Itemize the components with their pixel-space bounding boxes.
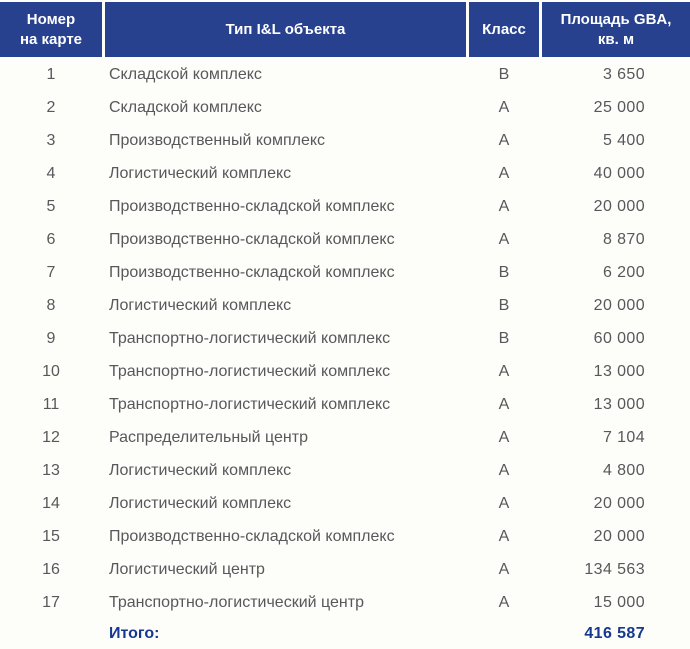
- cell-map-number: 6: [46, 230, 56, 248]
- table-row: 11 Транспортно-логистический комплекс A …: [0, 388, 690, 421]
- cell-gba-area: 20 000: [593, 296, 645, 314]
- cell-map-number: 7: [46, 263, 56, 281]
- cell-class: A: [498, 527, 510, 545]
- cell-gba-area: 5 400: [602, 131, 645, 149]
- cell-map-number: 14: [42, 494, 60, 512]
- total-value: 416 587: [584, 625, 645, 642]
- cell-gba-area: 20 000: [593, 494, 645, 512]
- cell-gba-area: 15 000: [593, 593, 645, 611]
- total-row: Итого: 416 587: [0, 619, 690, 649]
- table-row: 12 Распределительный центр A 7 104: [0, 421, 690, 454]
- cell-map-number: 12: [42, 428, 60, 446]
- cell-object-type: Складской комплекс: [109, 65, 262, 83]
- cell-gba-area: 40 000: [593, 164, 645, 182]
- table-row: 8 Логистический комплекс B 20 000: [0, 289, 690, 322]
- cell-gba-area: 25 000: [593, 98, 645, 116]
- col-header-gba-area: Площадь GBA, кв. м: [542, 2, 690, 57]
- table-body: 1 Складской комплекс B 3 650 2 Складской…: [0, 58, 690, 619]
- table-row: 17 Транспортно-логистический центр A 15 …: [0, 586, 690, 619]
- cell-map-number: 1: [46, 65, 56, 83]
- table-row: 14 Логистический комплекс A 20 000: [0, 487, 690, 520]
- table-row: 10 Транспортно-логистический комплекс A …: [0, 355, 690, 388]
- cell-object-type: Транспортно-логистический центр: [109, 593, 364, 611]
- cell-gba-area: 6 200: [602, 263, 645, 281]
- col-header-class: Класс: [469, 2, 539, 57]
- cell-class: A: [498, 362, 510, 380]
- cell-class: B: [498, 296, 510, 314]
- cell-object-type: Транспортно-логистический комплекс: [109, 395, 391, 413]
- cell-gba-area: 134 563: [584, 560, 645, 578]
- cell-gba-area: 20 000: [593, 527, 645, 545]
- cell-gba-area: 13 000: [593, 362, 645, 380]
- cell-class: A: [498, 230, 510, 248]
- table-row: 6 Производственно-складской комплекс A 8…: [0, 223, 690, 256]
- cell-class: A: [498, 560, 510, 578]
- cell-map-number: 5: [46, 197, 56, 215]
- table-row: 2 Складской комплекс A 25 000: [0, 91, 690, 124]
- table-header-row: Номер на карте Тип I&L объекта Класс Пло…: [0, 2, 690, 57]
- cell-class: A: [498, 494, 510, 512]
- cell-object-type: Транспортно-логистический комплекс: [109, 362, 391, 380]
- cell-object-type: Производственный комплекс: [109, 131, 326, 149]
- col-header-map-number: Номер на карте: [0, 2, 102, 57]
- cell-map-number: 4: [46, 164, 56, 182]
- cell-class: A: [498, 428, 510, 446]
- cell-object-type: Производственно-складской комплекс: [109, 527, 395, 545]
- cell-class: A: [498, 98, 510, 116]
- cell-class: A: [498, 461, 510, 479]
- total-label: Итого:: [109, 625, 160, 642]
- cell-object-type: Транспортно-логистический комплекс: [109, 329, 391, 347]
- cell-map-number: 13: [42, 461, 60, 479]
- cell-gba-area: 60 000: [593, 329, 645, 347]
- cell-gba-area: 4 800: [602, 461, 645, 479]
- cell-class: B: [498, 263, 510, 281]
- cell-map-number: 10: [42, 362, 60, 380]
- cell-object-type: Логистический комплекс: [109, 296, 292, 314]
- cell-class: A: [498, 197, 510, 215]
- cell-gba-area: 3 650: [602, 65, 645, 83]
- table-row: 3 Производственный комплекс A 5 400: [0, 124, 690, 157]
- table-row: 9 Транспортно-логистический комплекс B 6…: [0, 322, 690, 355]
- cell-object-type: Производственно-складской комплекс: [109, 263, 395, 281]
- cell-object-type: Складской комплекс: [109, 98, 262, 116]
- cell-class: B: [498, 329, 510, 347]
- cell-class: B: [498, 65, 510, 83]
- table-row: 4 Логистический комплекс A 40 000: [0, 157, 690, 190]
- cell-object-type: Производственно-складской комплекс: [109, 197, 395, 215]
- cell-gba-area: 13 000: [593, 395, 645, 413]
- cell-object-type: Производственно-складской комплекс: [109, 230, 395, 248]
- cell-map-number: 15: [42, 527, 60, 545]
- cell-object-type: Логистический комплекс: [109, 494, 292, 512]
- cell-gba-area: 7 104: [602, 428, 645, 446]
- cell-map-number: 2: [46, 98, 56, 116]
- cell-object-type: Логистический центр: [109, 560, 265, 578]
- cell-class: A: [498, 593, 510, 611]
- cell-map-number: 16: [42, 560, 60, 578]
- table-row: 1 Складской комплекс B 3 650: [0, 58, 690, 91]
- table-row: 7 Производственно-складской комплекс B 6…: [0, 256, 690, 289]
- cell-object-type: Логистический комплекс: [109, 164, 292, 182]
- cell-map-number: 9: [46, 329, 56, 347]
- col-header-object-type: Тип I&L объекта: [105, 2, 466, 57]
- cell-object-type: Распределительный центр: [109, 428, 308, 446]
- table-row: 13 Логистический комплекс A 4 800: [0, 454, 690, 487]
- table-row: 5 Производственно-складской комплекс A 2…: [0, 190, 690, 223]
- cell-class: A: [498, 395, 510, 413]
- cell-gba-area: 8 870: [602, 230, 645, 248]
- cell-class: A: [498, 131, 510, 149]
- cell-map-number: 3: [46, 131, 56, 149]
- cell-gba-area: 20 000: [593, 197, 645, 215]
- cell-class: A: [498, 164, 510, 182]
- cell-object-type: Логистический комплекс: [109, 461, 292, 479]
- table-row: 16 Логистический центр A 134 563: [0, 553, 690, 586]
- cell-map-number: 11: [42, 395, 60, 413]
- cell-map-number: 8: [46, 296, 56, 314]
- cell-map-number: 17: [42, 593, 60, 611]
- table-row: 15 Производственно-складской комплекс A …: [0, 520, 690, 553]
